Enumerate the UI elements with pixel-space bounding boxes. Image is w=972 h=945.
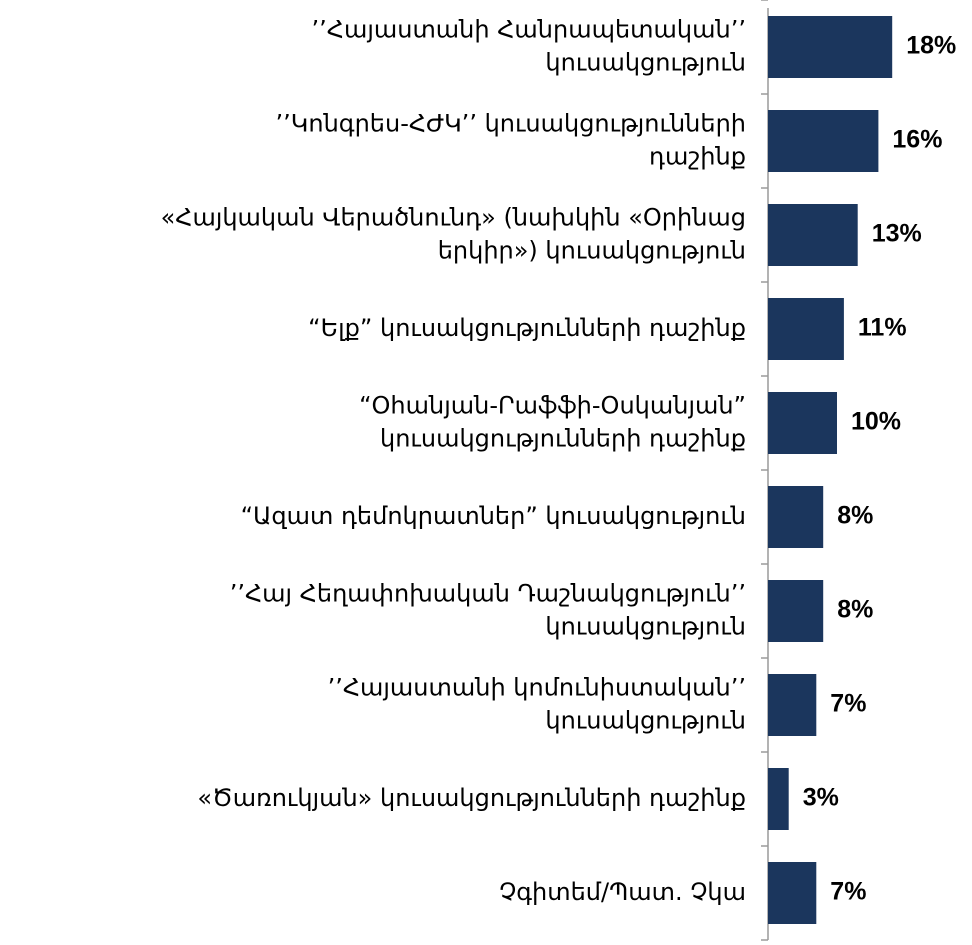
data-label: 13% — [872, 220, 922, 248]
bar — [768, 110, 879, 172]
category-label-line: «Հայկական Վերածնունդ» (նախկին «Օրինաց — [161, 204, 746, 232]
data-label: 8% — [837, 596, 873, 624]
category-label-line: ’’Հայաստանի կոմունիստական’’ — [328, 674, 746, 702]
category-axis — [761, 0, 769, 941]
bar — [768, 392, 837, 454]
category-label-line: ’’Հայաստանի Հանրապետական’’ — [312, 16, 746, 44]
category-label-line: կուսակցություն — [545, 613, 746, 641]
bar — [768, 204, 858, 266]
category-label-line: “Ազատ դեմոկրատներ” կուսակցություն — [241, 502, 746, 530]
category-labels: ’’Հայաստանի Հանրապետական’’ կուսակցություն… — [161, 16, 746, 907]
bar — [768, 16, 893, 78]
category-label-line: «Ծառուկյան» կուսակցությունների դաշինք — [197, 784, 746, 812]
category-label-line: Չգիտեմ/Պատ. Չկա — [499, 878, 746, 906]
category-label: ’’Հայաստանի կոմունիստական’’ կուսակցությու… — [328, 674, 746, 735]
category-label: “Ելք” կուսակցությունների դաշինք — [308, 314, 746, 342]
category-label-line: կուսակցությունների դաշինք — [380, 425, 746, 453]
data-label: 18% — [906, 32, 956, 60]
data-label: 7% — [830, 690, 866, 718]
data-label: 10% — [851, 408, 901, 436]
data-label: 16% — [892, 126, 942, 154]
category-label-line: “Օհանյան-Րաֆֆի-Օսկանյան” — [359, 392, 746, 420]
category-label-line: “Ելք” կուսակցությունների դաշինք — [308, 314, 746, 342]
bar — [768, 580, 824, 642]
category-label-line: երկիր») կուսակցություն — [438, 237, 746, 265]
category-label: “Օհանյան-Րաֆֆի-Օսկանյան” կուսակցություննե… — [359, 392, 746, 453]
category-label-line: դաշինք — [649, 143, 746, 171]
category-label: ’’Հայաստանի Հանրապետական’’ կուսակցություն — [312, 16, 746, 77]
data-label: 3% — [803, 784, 839, 812]
category-label: ’’Հայ Հեղափոխական Դաշնակցություն’’ կուսակ… — [230, 580, 746, 641]
data-label: 7% — [830, 878, 866, 906]
category-label-line: ’’Կոնգրես-ՀԺԿ’’ կուսակցությունների — [276, 110, 746, 138]
category-label: «Հայկական Վերածնունդ» (նախկին «Օրինաց երկ… — [161, 204, 746, 265]
category-label: ’’Կոնգրես-ՀԺԿ’’ կուսակցությունների դաշինք — [276, 110, 746, 171]
category-label: «Ծառուկյան» կուսակցությունների դաշինք — [197, 784, 746, 812]
value-labels: 18% 16% 13% 11% 10% 8% 8% 7% 3% 7% — [803, 32, 957, 906]
data-label: 8% — [837, 502, 873, 530]
category-label-line: կուսակցություն — [545, 707, 746, 735]
bar — [768, 674, 817, 736]
bar — [768, 862, 817, 924]
category-label-line: կուսակցություն — [545, 49, 746, 77]
bar — [768, 298, 844, 360]
category-label-line: ’’Հայ Հեղափոխական Դաշնակցություն’’ — [230, 580, 746, 608]
category-label: Չգիտեմ/Պատ. Չկա — [499, 878, 746, 906]
bar — [768, 486, 824, 548]
category-label: “Ազատ դեմոկրատներ” կուսակցություն — [241, 502, 746, 530]
data-label: 11% — [858, 314, 907, 342]
bars — [768, 16, 893, 924]
bar — [768, 768, 789, 830]
